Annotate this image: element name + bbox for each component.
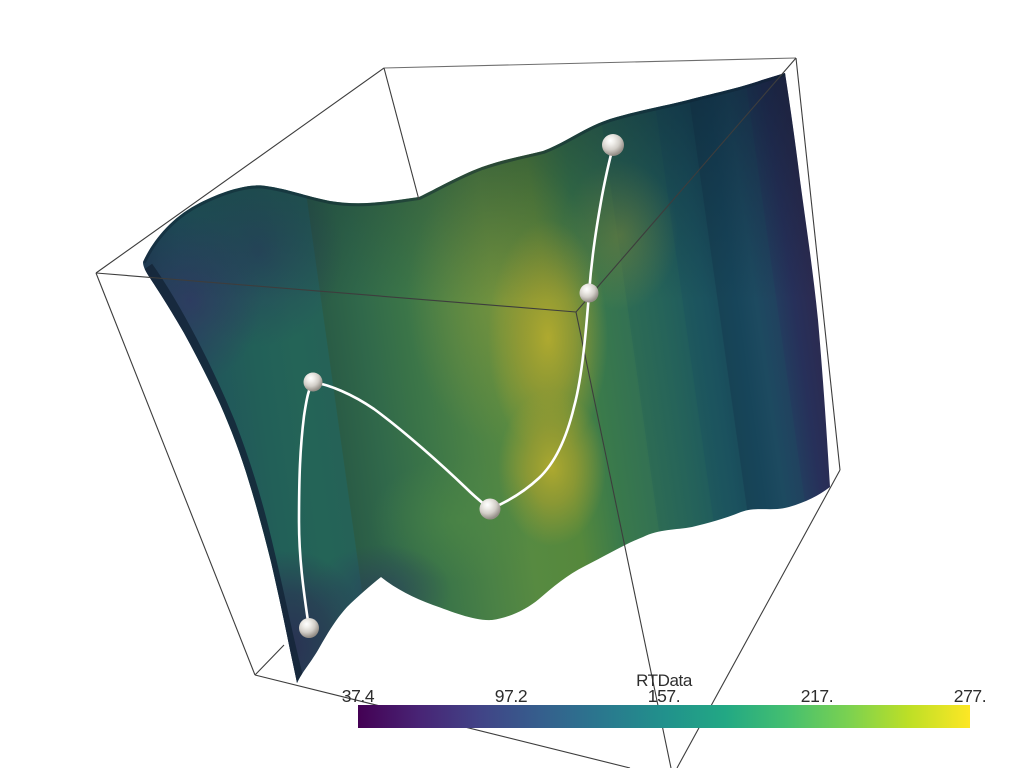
spline-handle-sphere-5[interactable] xyxy=(299,618,319,638)
box-edge-right-vertical xyxy=(795,57,841,471)
spline-handle-sphere-4[interactable] xyxy=(479,498,501,520)
spline-handles xyxy=(299,134,624,638)
box-edge-top xyxy=(383,57,797,69)
outline-box xyxy=(95,57,841,768)
colorbar-tick-2: 157. xyxy=(648,686,680,706)
colorbar-tick-4: 277. xyxy=(954,686,986,706)
box-edge-top-front-right xyxy=(575,57,797,313)
box-edge-back-vertical xyxy=(383,67,420,201)
colorbar-tick-3: 217. xyxy=(801,686,833,706)
scalar-bar-legend: RTData 37.4 97.2 157. 217. 277. xyxy=(342,671,987,728)
colorbar-gradient-bar[interactable] xyxy=(358,705,970,728)
spline-handle-sphere-1[interactable] xyxy=(602,134,624,156)
rtdata-surface[interactable] xyxy=(100,40,870,746)
box-edge-top-front-left xyxy=(95,272,577,313)
navy-patch-bottom xyxy=(312,544,452,640)
spline-handle-sphere-2[interactable] xyxy=(579,283,599,303)
surface-top-shading xyxy=(143,73,830,320)
spline-handle-sphere-3[interactable] xyxy=(303,372,323,392)
box-edge-front-vertical xyxy=(575,311,672,768)
colorbar-title: RTData xyxy=(636,671,693,690)
box-edge-left-top xyxy=(95,67,385,274)
box-edge-bottom-back-stub xyxy=(254,644,285,676)
box-edge-left-vertical xyxy=(95,272,256,676)
colorbar-tick-1: 97.2 xyxy=(495,686,527,706)
colorbar-tick-0: 37.4 xyxy=(342,686,375,706)
